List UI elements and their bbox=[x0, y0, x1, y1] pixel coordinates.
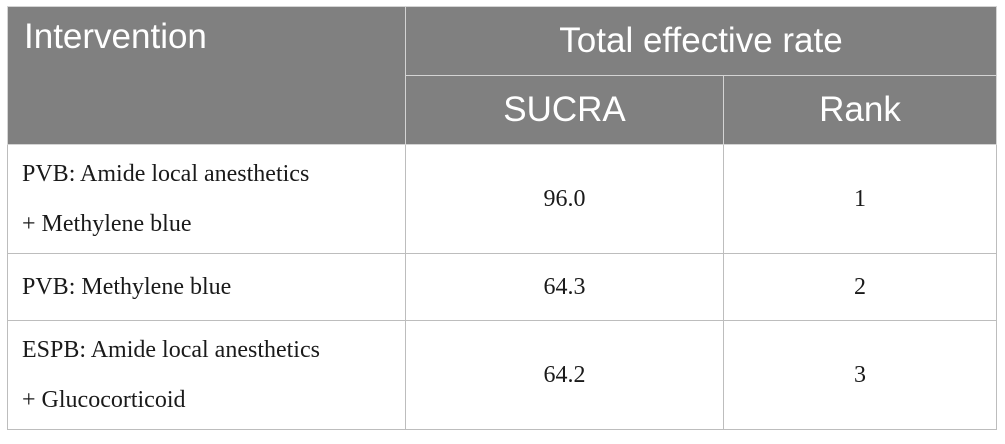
sucra-cell: 96.0 bbox=[405, 144, 724, 254]
intervention-line: ESPB: Amide local anesthetics bbox=[22, 337, 320, 363]
header-total-effective-rate: Total effective rate bbox=[405, 6, 997, 76]
table-row: PVB: Amide local anesthetics + Methylene… bbox=[7, 144, 997, 254]
intervention-cell: PVB: Amide local anesthetics + Methylene… bbox=[7, 144, 406, 254]
table-row: ESPB: Amide local anesthetics + Glucocor… bbox=[7, 320, 997, 430]
header-intervention: Intervention bbox=[7, 6, 406, 145]
sucra-cell: 64.2 bbox=[405, 320, 724, 430]
intervention-line: + Methylene blue bbox=[22, 211, 192, 237]
header-row-top: Intervention Total effective rate bbox=[7, 6, 997, 145]
rank-cell: 1 bbox=[723, 144, 997, 254]
intervention-line: PVB: Methylene blue bbox=[22, 274, 232, 300]
sucra-cell: 64.3 bbox=[405, 253, 724, 321]
rank-cell: 2 bbox=[723, 253, 997, 321]
rank-cell: 3 bbox=[723, 320, 997, 430]
sucra-ranking-table: Intervention Total effective rate SUCRA … bbox=[7, 6, 997, 430]
header-row-sub: SUCRA Rank bbox=[8, 75, 997, 145]
intervention-cell: ESPB: Amide local anesthetics + Glucocor… bbox=[7, 320, 406, 430]
header-sucra: SUCRA bbox=[405, 75, 724, 145]
intervention-line: PVB: Amide local anesthetics bbox=[22, 161, 310, 187]
table-row: PVB: Methylene blue 64.3 2 bbox=[7, 253, 997, 321]
intervention-cell: PVB: Methylene blue bbox=[7, 253, 406, 321]
intervention-line: + Glucocorticoid bbox=[22, 387, 186, 413]
table-body: PVB: Amide local anesthetics + Methylene… bbox=[7, 144, 997, 430]
table-header: Intervention Total effective rate SUCRA … bbox=[7, 6, 997, 145]
header-rank: Rank bbox=[723, 75, 997, 145]
